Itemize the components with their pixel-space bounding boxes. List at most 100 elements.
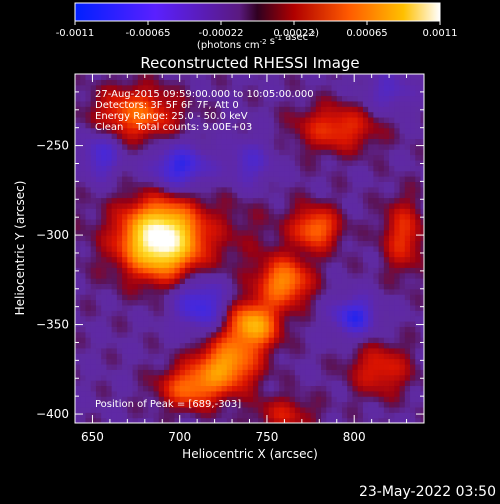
heatmap-cell — [389, 278, 395, 284]
heatmap-cell — [200, 256, 207, 263]
heatmap-cell — [389, 267, 395, 274]
heatmap-cell — [347, 294, 354, 301]
heatmap-cell — [383, 116, 390, 123]
heatmap-cell — [399, 154, 406, 161]
heatmap-cell — [336, 396, 343, 403]
heatmap-cell — [263, 154, 270, 161]
heatmap-cell — [169, 154, 176, 161]
heatmap-cell — [211, 320, 217, 327]
heatmap-cell — [148, 245, 155, 252]
heatmap-cell — [237, 127, 244, 134]
heatmap-cell — [116, 224, 123, 231]
heatmap-cell — [90, 299, 97, 306]
heatmap-cell — [252, 154, 259, 161]
heatmap-cell — [242, 127, 249, 134]
heatmap-cell — [326, 353, 333, 360]
heatmap-cell — [242, 106, 249, 113]
heatmap-cell — [190, 159, 196, 166]
heatmap-cell — [294, 111, 301, 118]
heatmap-cell — [284, 133, 291, 140]
heatmap-cell — [247, 235, 254, 242]
heatmap-cell — [378, 390, 385, 397]
heatmap-cell — [336, 181, 343, 188]
heatmap-cell — [389, 288, 395, 295]
heatmap-cell — [221, 299, 228, 306]
heatmap-cell — [111, 337, 118, 344]
heatmap-cell — [347, 385, 354, 392]
heatmap-cell — [305, 176, 312, 182]
heatmap-cell — [101, 342, 107, 349]
heatmap-cell — [331, 385, 338, 392]
heatmap-cell — [404, 272, 411, 279]
heatmap-cell — [404, 326, 411, 333]
heatmap-cell — [279, 186, 285, 193]
heatmap-cell — [153, 310, 160, 317]
heatmap-cell — [263, 251, 270, 258]
heatmap-cell — [294, 235, 301, 242]
heatmap-cell — [326, 235, 333, 242]
heatmap-cell — [258, 159, 265, 166]
heatmap-cell — [153, 380, 160, 387]
heatmap-cell — [137, 79, 144, 86]
heatmap-cell — [122, 127, 128, 134]
heatmap-cell — [179, 358, 186, 365]
heatmap-cell — [378, 138, 385, 145]
heatmap-cell — [184, 412, 191, 419]
heatmap-cell — [90, 127, 97, 134]
heatmap-cell — [226, 84, 233, 91]
heatmap-cell — [195, 90, 202, 97]
heatmap-cell — [153, 106, 160, 113]
heatmap-cell — [132, 380, 139, 387]
heatmap-cell — [169, 218, 176, 225]
heatmap-cell — [179, 347, 186, 354]
heatmap-cell — [357, 224, 364, 231]
heatmap-cell — [305, 181, 312, 188]
heatmap-cell — [331, 90, 338, 97]
heatmap-cell — [284, 159, 291, 166]
heatmap-cell — [394, 218, 401, 225]
heatmap-cell — [289, 251, 296, 258]
heatmap-cell — [179, 84, 186, 91]
heatmap-cell — [75, 331, 81, 338]
heatmap-cell — [252, 337, 259, 344]
peak-position-label: Position of Peak = [689,-303] — [95, 399, 241, 410]
heatmap-cell — [310, 353, 317, 360]
heatmap-cell — [195, 106, 202, 113]
heatmap-cell — [226, 363, 233, 370]
heatmap-cell — [258, 320, 265, 327]
heatmap-cell — [263, 363, 270, 370]
heatmap-cell — [415, 235, 422, 242]
heatmap-cell — [336, 304, 343, 311]
heatmap-cell — [106, 122, 113, 129]
heatmap-cell — [143, 310, 149, 317]
heatmap-cell — [326, 251, 333, 258]
heatmap-cell — [362, 84, 369, 91]
heatmap-cell — [242, 90, 249, 97]
heatmap-cell — [153, 353, 160, 360]
heatmap-cell — [410, 353, 416, 360]
heatmap-cell — [164, 170, 170, 177]
heatmap-cell — [389, 294, 395, 301]
heatmap-cell — [378, 170, 385, 177]
heatmap-cell — [300, 315, 306, 322]
heatmap-cell — [273, 176, 280, 182]
heatmap-cell — [284, 278, 291, 284]
heatmap-cell — [75, 417, 81, 423]
heatmap-cell — [336, 186, 343, 193]
heatmap-cell — [137, 358, 144, 365]
heatmap-cell — [268, 74, 275, 80]
heatmap-cell — [190, 149, 196, 156]
heatmap-cell — [247, 261, 254, 268]
heatmap-cell — [106, 380, 113, 387]
heatmap-cell — [247, 272, 254, 279]
heatmap-cell — [258, 304, 265, 311]
heatmap-cell — [368, 100, 374, 107]
heatmap-cell — [373, 159, 380, 166]
heatmap-cell — [195, 304, 202, 311]
heatmap-cell — [378, 84, 385, 91]
heatmap-cell — [242, 304, 249, 311]
heatmap-cell — [211, 374, 217, 381]
heatmap-cell — [263, 95, 270, 102]
heatmap-cell — [106, 272, 113, 279]
heatmap-cell — [394, 186, 401, 193]
